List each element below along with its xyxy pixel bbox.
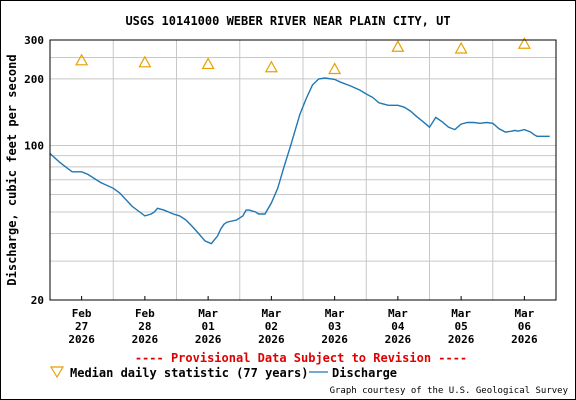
y-axis-ticks: 20 100 200 300 bbox=[24, 34, 44, 307]
median-point bbox=[328, 62, 342, 75]
x-tick-label: Mar bbox=[198, 307, 218, 320]
x-tick-label: 28 bbox=[138, 320, 151, 333]
y-tick-label: 100 bbox=[24, 139, 44, 152]
median-point bbox=[454, 41, 468, 54]
legend-discharge-label: Discharge bbox=[332, 366, 397, 380]
x-tick-label: Mar bbox=[325, 307, 345, 320]
x-tick-label: 04 bbox=[391, 320, 405, 333]
x-axis-ticks: Feb272026Feb282026Mar012026Mar022026Mar0… bbox=[68, 296, 538, 346]
x-tick-label: Feb bbox=[135, 307, 155, 320]
legend: Median daily statistic (77 years) Discha… bbox=[49, 366, 397, 380]
x-tick-label: 02 bbox=[265, 320, 278, 333]
median-point bbox=[201, 57, 215, 70]
x-tick-label: 05 bbox=[455, 320, 468, 333]
y-axis-label: Discharge, cubic feet per second bbox=[5, 54, 19, 285]
x-tick-label: 06 bbox=[518, 320, 532, 333]
chart-title: USGS 10141000 WEBER RIVER NEAR PLAIN CIT… bbox=[125, 14, 450, 28]
legend-median-label: Median daily statistic (77 years) bbox=[70, 366, 308, 380]
legend-triangle-icon bbox=[49, 366, 65, 379]
x-tick-label: 2026 bbox=[321, 333, 348, 346]
x-tick-label: 2026 bbox=[448, 333, 475, 346]
x-tick-label: 2026 bbox=[258, 333, 285, 346]
y-tick-label: 300 bbox=[24, 34, 44, 47]
discharge-line bbox=[49, 77, 550, 245]
x-tick-label: 2026 bbox=[511, 333, 538, 346]
x-tick-label: 2026 bbox=[385, 333, 412, 346]
x-tick-label: Mar bbox=[261, 307, 281, 320]
x-tick-label: 01 bbox=[202, 320, 216, 333]
credit-text: Graph courtesy of the U.S. Geological Su… bbox=[330, 386, 569, 396]
provisional-notice: ---- Provisional Data Subject to Revisio… bbox=[135, 351, 467, 365]
x-tick-label: Mar bbox=[388, 307, 408, 320]
x-tick-label: 03 bbox=[328, 320, 341, 333]
x-tick-label: Feb bbox=[72, 307, 92, 320]
median-point bbox=[391, 40, 405, 52]
x-tick-label: Mar bbox=[451, 307, 471, 320]
x-tick-label: Mar bbox=[514, 307, 534, 320]
x-tick-label: 2026 bbox=[195, 333, 222, 346]
y-tick-label: 20 bbox=[31, 294, 44, 307]
plot-frame bbox=[49, 39, 557, 301]
median-point bbox=[138, 55, 152, 68]
x-tick-label: 2026 bbox=[132, 333, 159, 346]
median-point bbox=[75, 53, 89, 66]
x-tick-label: 2026 bbox=[68, 333, 95, 346]
median-point bbox=[517, 37, 531, 49]
series-layer bbox=[49, 37, 550, 245]
median-point bbox=[264, 60, 278, 73]
y-tick-label: 200 bbox=[24, 73, 44, 86]
x-tick-label: 27 bbox=[75, 320, 88, 333]
